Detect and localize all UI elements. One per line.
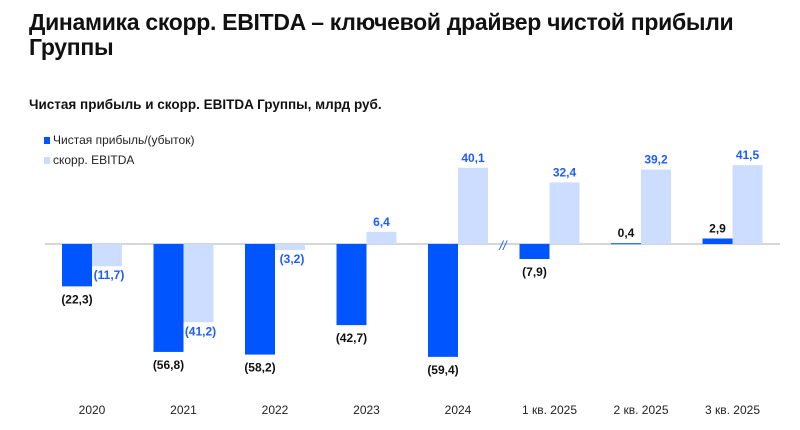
bar-net-profit	[611, 243, 641, 245]
x-tick-label: 2020	[79, 403, 106, 417]
bar-net-profit	[62, 244, 92, 287]
x-tick-label: 3 кв. 2025	[705, 403, 760, 417]
data-label-ebitda: 40,1	[461, 151, 485, 165]
data-label-net-profit: (42,7)	[336, 331, 367, 345]
data-label-net-profit: 0,4	[618, 226, 635, 240]
bar-ebitda	[92, 244, 122, 267]
bar-net-profit	[428, 244, 458, 357]
bar-net-profit	[336, 244, 367, 326]
data-label-net-profit: 2,9	[709, 221, 726, 235]
x-tick-label: 2022	[262, 403, 289, 417]
x-tick-label: 2021	[170, 403, 197, 417]
bar-ebitda	[183, 244, 214, 323]
data-label-ebitda: 32,4	[553, 165, 577, 179]
data-label-ebitda: 39,2	[644, 153, 668, 167]
x-tick-label: 2024	[445, 403, 472, 417]
legend-label-net-profit: Чистая прибыль/(убыток)	[53, 133, 195, 147]
data-label-net-profit: (58,2)	[244, 361, 275, 375]
legend-item-net-profit: Чистая прибыль/(убыток)	[44, 133, 194, 147]
x-tick-label: 2023	[353, 403, 380, 417]
bar-ebitda	[366, 231, 397, 244]
data-label-ebitda: 41,5	[736, 148, 760, 162]
bar-net-profit	[153, 244, 184, 352]
data-label-ebitda: (3,2)	[280, 252, 305, 266]
x-tick-label: 2 кв. 2025	[614, 403, 669, 417]
bar-ebitda	[549, 182, 580, 244]
data-label-net-profit: (56,8)	[153, 358, 184, 372]
x-tick-label: 1 кв. 2025	[522, 403, 577, 417]
bar-net-profit	[702, 238, 733, 244]
bar-ebitda	[641, 169, 671, 244]
data-label-ebitda: 6,4	[373, 215, 390, 229]
legend-swatch-ebitda	[44, 156, 50, 164]
legend-label-ebitda: скорр. EBITDA	[53, 153, 135, 167]
axis-break-mark: //	[498, 238, 508, 253]
bar-ebitda	[732, 165, 763, 244]
bar-ebitda	[275, 244, 305, 251]
bar-ebitda	[458, 167, 488, 244]
chart-subtitle: Чистая прибыль и скорр. EBITDA Группы, м…	[29, 97, 382, 112]
bar-net-profit	[519, 244, 550, 260]
data-label-ebitda: (11,7)	[94, 268, 125, 282]
data-label-net-profit: (22,3)	[61, 292, 92, 306]
page-title: Динамика скорр. EBITDA – ключевой драйве…	[29, 9, 734, 60]
data-label-ebitda: (41,2)	[185, 324, 216, 338]
data-label-net-profit: (59,4)	[427, 363, 458, 377]
bar-net-profit	[245, 244, 275, 355]
legend-item-ebitda: скорр. EBITDA	[44, 153, 134, 167]
legend-swatch-net-profit	[44, 136, 50, 144]
data-label-net-profit: (7,9)	[522, 265, 547, 279]
